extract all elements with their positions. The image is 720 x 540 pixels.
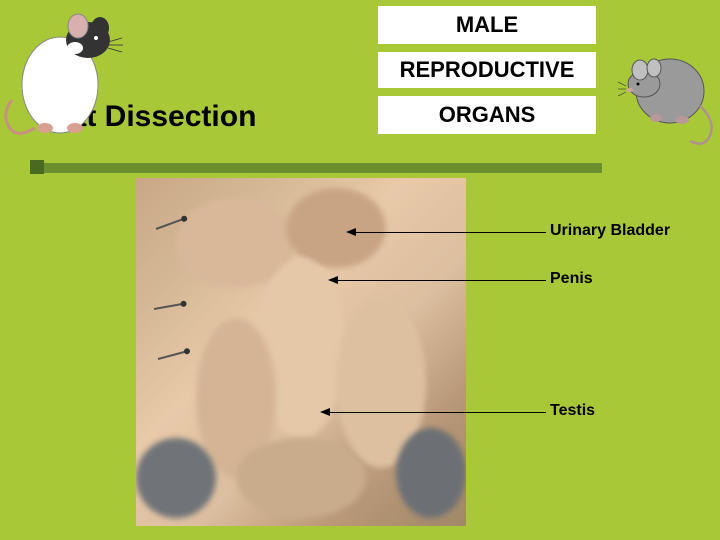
header-box-2: ORGANS [378, 96, 596, 134]
anatomy-label-1: Penis [550, 270, 593, 288]
rat-illustration-right [618, 36, 718, 146]
label-arrow-head-0 [346, 228, 356, 236]
bullet-icon [30, 160, 44, 174]
label-arrow-line-0 [348, 232, 546, 233]
dissection-photo [136, 178, 466, 526]
label-arrow-head-2 [320, 408, 330, 416]
rat-illustration-left [0, 0, 130, 150]
title-accent-bar [38, 163, 602, 173]
label-arrow-line-2 [322, 412, 546, 413]
header-box-1: REPRODUCTIVE [378, 52, 596, 88]
header-box-0: MALE [378, 6, 596, 44]
label-arrow-line-1 [330, 280, 546, 281]
label-arrow-head-1 [328, 276, 338, 284]
anatomy-label-0: Urinary Bladder [550, 222, 670, 240]
anatomy-label-2: Testis [550, 402, 595, 420]
